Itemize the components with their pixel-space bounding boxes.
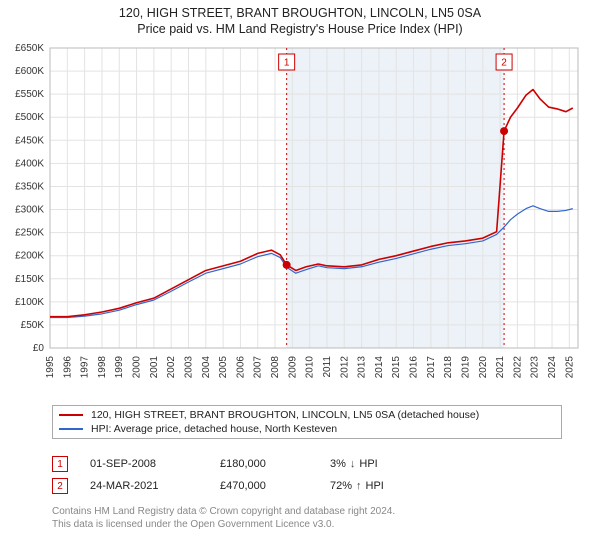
legend-row-red: 120, HIGH STREET, BRANT BROUGHTON, LINCO… xyxy=(53,408,561,422)
chart-title-address: 120, HIGH STREET, BRANT BROUGHTON, LINCO… xyxy=(0,6,600,20)
svg-text:2023: 2023 xyxy=(530,356,541,379)
svg-text:2022: 2022 xyxy=(512,356,523,379)
svg-text:1995: 1995 xyxy=(45,356,56,379)
sale-marker-1-num: 1 xyxy=(57,459,63,470)
svg-text:£450K: £450K xyxy=(15,135,44,146)
svg-text:2017: 2017 xyxy=(426,356,437,379)
legend-label-blue: HPI: Average price, detached house, Nort… xyxy=(91,423,337,435)
legend-swatch-red xyxy=(59,414,83,416)
svg-text:1998: 1998 xyxy=(97,356,108,379)
svg-text:£150K: £150K xyxy=(15,274,44,285)
svg-text:2003: 2003 xyxy=(183,356,194,379)
title-block: 120, HIGH STREET, BRANT BROUGHTON, LINCO… xyxy=(0,0,600,36)
sale-marker-1: 1 xyxy=(52,456,68,472)
sale-row-1: 1 01-SEP-2008 £180,000 3% ↓ HPI xyxy=(52,456,562,472)
sale-pct-2-value: 72% xyxy=(330,480,352,492)
sales-table: 1 01-SEP-2008 £180,000 3% ↓ HPI 2 24-MAR… xyxy=(52,450,562,494)
svg-text:£500K: £500K xyxy=(15,112,44,123)
sale-row-2: 2 24-MAR-2021 £470,000 72% ↑ HPI xyxy=(52,478,562,494)
chart-container: 120, HIGH STREET, BRANT BROUGHTON, LINCO… xyxy=(0,0,600,560)
svg-text:1997: 1997 xyxy=(80,356,91,379)
arrow-up-icon: ↑ xyxy=(356,480,362,492)
svg-text:2002: 2002 xyxy=(166,356,177,379)
svg-text:2024: 2024 xyxy=(547,356,558,379)
svg-text:£0: £0 xyxy=(33,343,45,354)
svg-text:2016: 2016 xyxy=(409,356,420,379)
legend: 120, HIGH STREET, BRANT BROUGHTON, LINCO… xyxy=(52,405,562,439)
svg-text:1: 1 xyxy=(284,58,290,69)
svg-text:2001: 2001 xyxy=(149,356,160,379)
sale-pct-2: 72% ↑ HPI xyxy=(330,480,460,492)
sale-date-2: 24-MAR-2021 xyxy=(90,480,220,492)
svg-text:2013: 2013 xyxy=(357,356,368,379)
sale-marker-2-num: 2 xyxy=(57,481,63,492)
svg-text:£50K: £50K xyxy=(21,320,45,331)
sale-pct-1-hpi: HPI xyxy=(359,458,377,470)
svg-text:£550K: £550K xyxy=(15,89,44,100)
svg-text:2014: 2014 xyxy=(374,356,385,379)
svg-text:2010: 2010 xyxy=(305,356,316,379)
svg-text:£200K: £200K xyxy=(15,251,44,262)
chart-plot-area: £0 £50K £100K £150K £200K £250K £300K £350K £400… xyxy=(0,44,600,404)
sale-pct-2-hpi: HPI xyxy=(366,480,384,492)
svg-text:2007: 2007 xyxy=(253,356,264,379)
svg-text:2: 2 xyxy=(501,58,507,69)
svg-text:2018: 2018 xyxy=(443,356,454,379)
svg-text:£650K: £650K xyxy=(15,44,44,54)
svg-text:2000: 2000 xyxy=(132,356,143,379)
sale-date-1: 01-SEP-2008 xyxy=(90,458,220,470)
chart-svg: £0 £50K £100K £150K £200K £250K £300K £350K £400… xyxy=(0,44,600,404)
svg-text:£100K: £100K xyxy=(15,297,44,308)
svg-text:2021: 2021 xyxy=(495,356,506,379)
footer-line-2: This data is licensed under the Open Gov… xyxy=(52,518,572,531)
svg-text:2020: 2020 xyxy=(478,356,489,379)
svg-text:2006: 2006 xyxy=(235,356,246,379)
svg-text:2009: 2009 xyxy=(287,356,298,379)
svg-text:£300K: £300K xyxy=(15,205,44,216)
footer-attribution: Contains HM Land Registry data © Crown c… xyxy=(52,505,572,531)
svg-text:2008: 2008 xyxy=(270,356,281,379)
legend-label-red: 120, HIGH STREET, BRANT BROUGHTON, LINCO… xyxy=(91,409,479,421)
svg-text:1996: 1996 xyxy=(62,356,73,379)
svg-text:2025: 2025 xyxy=(564,356,575,379)
svg-text:£350K: £350K xyxy=(15,181,44,192)
svg-text:£600K: £600K xyxy=(15,66,44,77)
legend-series-box: 120, HIGH STREET, BRANT BROUGHTON, LINCO… xyxy=(52,405,562,439)
svg-text:£250K: £250K xyxy=(15,228,44,239)
svg-text:2011: 2011 xyxy=(322,356,333,378)
svg-text:2005: 2005 xyxy=(218,356,229,379)
svg-text:2012: 2012 xyxy=(339,356,350,379)
svg-text:2015: 2015 xyxy=(391,356,402,379)
chart-subtitle: Price paid vs. HM Land Registry's House … xyxy=(0,22,600,36)
legend-row-blue: HPI: Average price, detached house, Nort… xyxy=(53,422,561,436)
legend-swatch-blue xyxy=(59,428,83,430)
sale-price-2: £470,000 xyxy=(220,480,330,492)
svg-text:2019: 2019 xyxy=(460,356,471,379)
arrow-down-icon: ↓ xyxy=(350,458,356,470)
footer-line-1: Contains HM Land Registry data © Crown c… xyxy=(52,505,572,518)
sale-pct-1-value: 3% xyxy=(330,458,346,470)
sale-price-1: £180,000 xyxy=(220,458,330,470)
sale-pct-1: 3% ↓ HPI xyxy=(330,458,460,470)
sale-marker-2: 2 xyxy=(52,478,68,494)
svg-text:1999: 1999 xyxy=(114,356,125,379)
svg-text:£400K: £400K xyxy=(15,158,44,169)
svg-text:2004: 2004 xyxy=(201,356,212,379)
